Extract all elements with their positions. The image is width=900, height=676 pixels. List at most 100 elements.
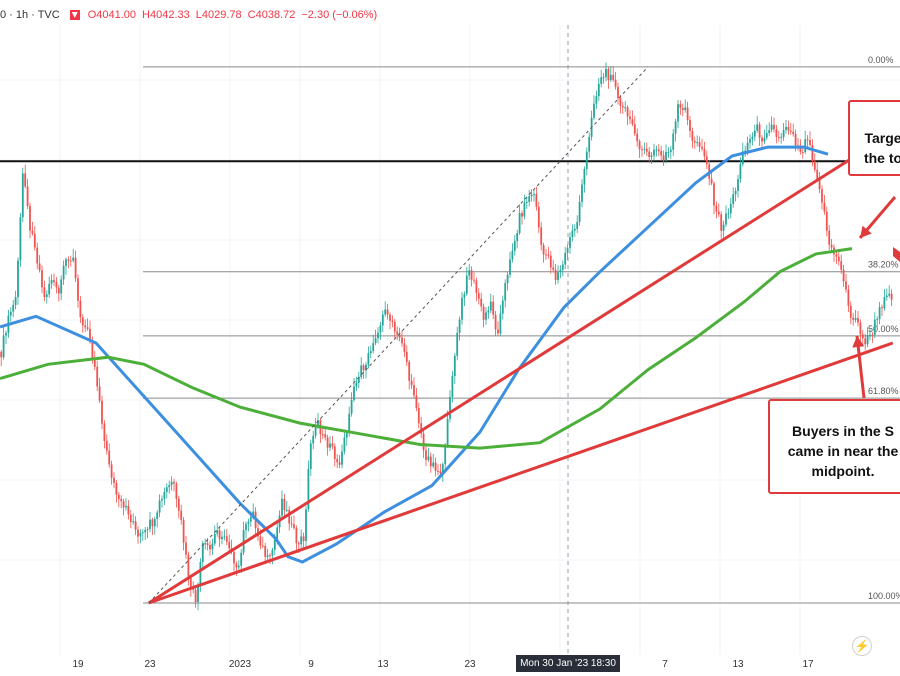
candle-body [96, 366, 99, 387]
candle-body [180, 510, 183, 521]
candle-body [343, 437, 346, 452]
candle-body [281, 498, 283, 516]
candle-body [636, 133, 639, 142]
candle-body [477, 293, 480, 299]
candle-body [386, 309, 389, 315]
fib-level-label: 0.00% [868, 55, 894, 65]
fib-level-label: 50.00% [868, 324, 899, 334]
candles [0, 62, 893, 611]
candle-body [235, 563, 238, 568]
candle-body [132, 521, 135, 523]
candle-body [65, 259, 67, 266]
candle-body [487, 310, 490, 313]
candle-body [545, 254, 547, 256]
candle-body [729, 203, 732, 214]
candle-body [201, 543, 204, 563]
candle-body [816, 169, 819, 179]
candle-body [540, 227, 543, 246]
candle-body [305, 509, 307, 541]
candle-body [295, 527, 298, 544]
flag-icon[interactable] [69, 10, 80, 20]
candle-body [506, 274, 509, 284]
fib-retracement[interactable]: 0.00% 38.20% 50.00% 61.80% 100.00% [0, 55, 900, 604]
candle-body [249, 516, 252, 522]
candle-body [581, 184, 583, 202]
target-annotation[interactable]: Targe the to [848, 100, 900, 176]
candle-body [655, 149, 658, 151]
candle-body [437, 470, 439, 472]
candle-body [881, 307, 883, 309]
fib-level-label: 100.00% [868, 591, 900, 601]
candle-body [165, 487, 168, 492]
candle-body [26, 186, 29, 206]
candle-body [417, 408, 420, 424]
candle-body [561, 264, 564, 270]
candle-body [247, 521, 250, 524]
candle-body [593, 103, 595, 118]
candle-body [163, 491, 166, 499]
candle-body [617, 86, 619, 99]
fib-level-label: 61.80% [868, 386, 899, 396]
candle-body [749, 139, 751, 143]
candle-body [677, 104, 679, 122]
candle-body [153, 518, 156, 527]
candle-body [429, 456, 432, 467]
candle-body [830, 244, 833, 248]
candle-body [77, 278, 79, 301]
candle-body [24, 173, 27, 187]
candle-body [43, 287, 46, 297]
candle-body [650, 155, 653, 158]
candle-body [5, 332, 7, 336]
target-annotation-line-1: Targe [864, 130, 900, 146]
candle-body [869, 334, 871, 336]
candle-body [686, 107, 689, 121]
candle-body [300, 536, 303, 545]
candle-body [158, 500, 161, 513]
candle-body [197, 584, 199, 602]
symbol-label[interactable]: 0 · 1h · TVC [0, 9, 60, 21]
candle-body [170, 481, 173, 486]
candle-body [403, 343, 406, 352]
candle-body [206, 543, 209, 545]
candle-body [713, 183, 715, 206]
candle-body [847, 289, 850, 306]
candle-body [259, 536, 262, 546]
candle-body [456, 332, 459, 356]
candle-body [861, 334, 864, 339]
candle-body [329, 443, 331, 448]
candle-body [117, 494, 120, 500]
candle-body [516, 233, 519, 242]
candle-body [461, 297, 463, 320]
candle-body [648, 151, 651, 158]
candle-body [607, 68, 610, 81]
candle-body [384, 309, 387, 315]
candle-body [127, 505, 130, 515]
candle-body [369, 351, 372, 354]
candle-body [780, 137, 783, 139]
candle-body [696, 142, 699, 144]
close-value: C4038.72 [247, 9, 296, 21]
candle-body [89, 328, 91, 342]
candle-body [842, 269, 845, 282]
candle-body [139, 533, 142, 537]
buyers-annotation[interactable]: Buyers in the S came in near the midpoin… [768, 399, 900, 494]
candle-body [91, 341, 94, 359]
candle-body [763, 137, 766, 142]
candle-body [156, 512, 159, 519]
candle-body [720, 214, 723, 231]
candle-body [689, 120, 691, 132]
candle-body [559, 269, 562, 273]
candle-body [753, 130, 756, 137]
candle-body [302, 536, 305, 541]
candle-body [849, 305, 852, 318]
candle-body [29, 205, 31, 231]
candle-body [857, 318, 859, 323]
candle-body [698, 142, 701, 147]
candle-body [307, 468, 310, 510]
candle-body [641, 149, 643, 151]
lightning-icon[interactable]: ⚡ [852, 636, 872, 656]
candle-body [494, 314, 497, 330]
candle-body [629, 116, 631, 120]
candle-body [458, 319, 461, 333]
